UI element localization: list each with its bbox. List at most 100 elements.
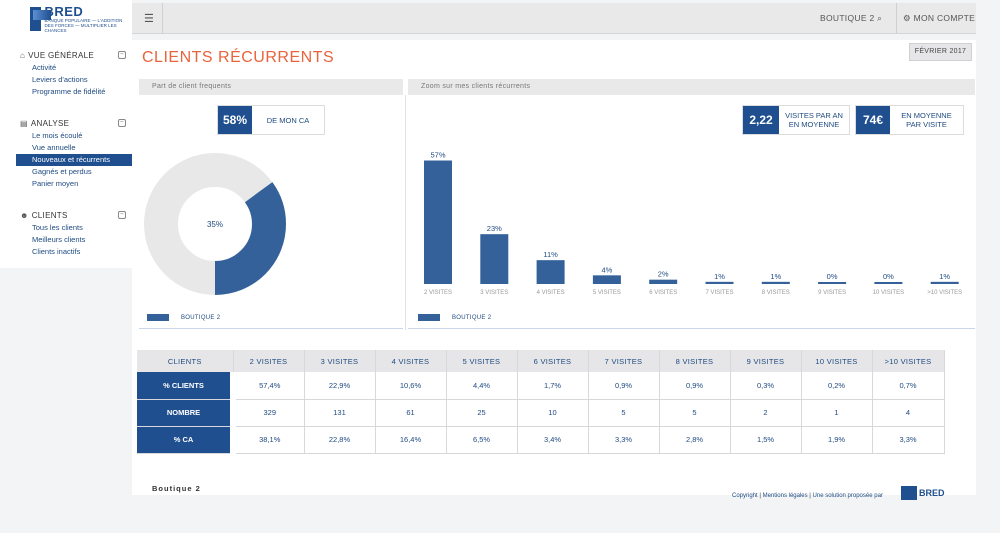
table-cell: 0,9% (659, 372, 731, 400)
menu-icon[interactable]: ☰ (144, 13, 154, 25)
avg-per-visit-value: 74€ (856, 106, 890, 134)
shop-selector[interactable]: BOUTIQUE 2 ⌕ (820, 13, 882, 24)
avg-per-visit-label: EN MOYENNE PAR VISITE (901, 111, 952, 129)
sidebar-item-annuelle[interactable]: Vue annuelle (32, 143, 76, 152)
table-row: % CLIENTS 57,4% 22,9% 10,6% 4,4% 1,7% 0,9% 0,9%… (137, 372, 945, 400)
nav-head-vue-generale[interactable]: ⌂ VUE GÉNÉRALE − (0, 48, 132, 62)
legal-link[interactable]: Mentions légales (762, 493, 808, 499)
bar-category-label: 9 VISITES (818, 290, 846, 296)
logo-mark-icon (901, 486, 917, 500)
table-cell: 38,1% (233, 426, 305, 454)
table-cell: 6,5% (446, 426, 518, 454)
legend-swatch (418, 314, 440, 321)
bar-3 (592, 275, 621, 284)
column-header: 5 VISITES (446, 350, 518, 372)
sidebar-item-nouveaux[interactable]: Nouveaux et récurrents (16, 154, 132, 166)
bar-0 (424, 160, 452, 284)
nav-section-vue-generale: ⌂ VUE GÉNÉRALE − Activité Leviers d'actio… (0, 48, 132, 98)
logo-name: BRED (44, 4, 84, 19)
nav-head-clients[interactable]: ☻ CLIENTS − (0, 208, 132, 222)
table-row: NOMBRE 329 131 61 25 10 5 5 2 1 4 (137, 399, 945, 427)
table-cell: 0,9% (588, 372, 660, 400)
row-header: NOMBRE (137, 399, 236, 427)
bar-value-label: 1% (770, 272, 781, 281)
column-header: 6 VISITES (517, 350, 589, 372)
nav-head-label: ANALYSE (30, 118, 70, 128)
sidebar-item-meilleurs[interactable]: Meilleurs clients (32, 235, 86, 244)
bar-value-label: 0% (827, 272, 838, 281)
nav-head-label: VUE GÉNÉRALE (28, 50, 94, 60)
collapse-icon[interactable]: − (118, 211, 126, 219)
ca-share-value: 58% (218, 106, 252, 134)
left-legend: BOUTIQUE 2 (147, 314, 220, 321)
frequent-clients-donut: 35% (144, 153, 286, 295)
bar-category-label: 6 VISITES (649, 290, 677, 296)
footer-brand: BRED (919, 488, 945, 498)
collapse-icon[interactable]: − (118, 51, 126, 59)
column-header: 3 VISITES (304, 350, 376, 372)
bar-value-label: 23% (487, 224, 502, 233)
table-cell: 5 (659, 399, 731, 427)
table-cell: 131 (304, 399, 376, 427)
visits-table: CLIENTS 2 VISITES 3 VISITES 4 VISITES 5 VISI… (137, 350, 945, 454)
sidebar-item-activite[interactable]: Activité (32, 63, 57, 72)
column-header: 4 VISITES (375, 350, 447, 372)
users-icon: ☻ (20, 210, 29, 220)
table-cell: 1,5% (730, 426, 802, 454)
bar-category-label: 7 VISITES (705, 290, 733, 296)
visits-per-year-value: 2,22 (743, 106, 779, 134)
nav-head-analyse[interactable]: ▤ ANALYSE − (0, 116, 132, 130)
sidebar-item-mois[interactable]: Le mois écoulé (32, 131, 83, 140)
ca-share-box: 58% DE MON CA (217, 105, 325, 135)
sidebar-item-fidelite[interactable]: Programme de fidélité (32, 87, 106, 96)
visits-per-year-box: 2,22 VISITES PAR AN EN MOYENNE (742, 105, 850, 135)
sidebar-item-tous[interactable]: Tous les clients (32, 223, 83, 232)
account-button[interactable]: ⚙ MON COMPTE (903, 13, 975, 24)
bar-category-label: 8 VISITES (762, 290, 790, 296)
page-title: CLIENTS RÉCURRENTS (142, 49, 335, 66)
bar-5 (705, 281, 734, 284)
table-cell: 1,7% (517, 372, 589, 400)
bar-value-label: 4% (601, 265, 612, 274)
sidebar-item-inactifs[interactable]: Clients inactifs (32, 247, 81, 256)
column-header: 7 VISITES (588, 350, 660, 372)
bar-category-label: 4 VISITES (537, 290, 565, 296)
chart-icon: ▤ (20, 118, 28, 128)
table-row: % CA 38,1% 22,8% 16,4% 6,5% 3,4% 3,3% 2,8% 1,5% 1… (137, 426, 945, 454)
sidebar-item-panier[interactable]: Panier moyen (32, 179, 79, 188)
table-cell: 3,3% (588, 426, 660, 454)
topbar: ☰ BOUTIQUE 2 ⌕ ⚙ MON COMPTE (132, 3, 976, 34)
bar-2 (536, 260, 565, 284)
table-cell: 61 (375, 399, 447, 427)
bar-value-label: 1% (939, 272, 950, 281)
legend-label: BOUTIQUE 2 (181, 314, 221, 321)
copyright-link[interactable]: Copyright (732, 493, 758, 499)
table-cell: 4,4% (446, 372, 518, 400)
nav-section-analyse: ▤ ANALYSE − Le mois écoulé Vue annuelle N… (0, 116, 132, 190)
bar-category-label: 10 VISITES (873, 290, 904, 296)
column-header: CLIENTS (137, 350, 234, 372)
date-selector[interactable]: FÉVRIER 2017 (909, 43, 972, 61)
table-cell: 3,3% (872, 426, 945, 454)
donut-center-label: 35% (207, 220, 223, 229)
footer-logo[interactable]: BRED (901, 486, 945, 500)
table-cell: 1 (801, 399, 873, 427)
right-panel-title: Zoom sur mes clients récurrents (408, 79, 975, 95)
nav-section-clients: ☻ CLIENTS − Tous les clients Meilleurs cl… (0, 208, 132, 258)
ca-share-label: DE MON CA (266, 115, 310, 125)
table-cell: 4 (872, 399, 945, 427)
recurrent-visits-bar-chart: 57% 2 VISITES 23% 3 VISITES 11% 4 VISITES 4% 5 … (424, 151, 962, 297)
search-icon: ⌕ (877, 13, 883, 23)
nav-head-label: CLIENTS (31, 210, 68, 220)
collapse-icon[interactable]: − (118, 119, 126, 127)
table-cell: 22,9% (304, 372, 376, 400)
table-header-row: CLIENTS 2 VISITES 3 VISITES 4 VISITES 5 VISI… (137, 350, 945, 372)
gear-icon: ⚙ (903, 13, 911, 23)
table-cell: 22,8% (304, 426, 376, 454)
home-icon: ⌂ (20, 50, 26, 60)
column-header: 9 VISITES (730, 350, 802, 372)
bred-logo[interactable]: BRED BANQUE POPULAIRE — L'ADDITION DES F… (30, 3, 128, 35)
sidebar-item-leviers[interactable]: Leviers d'actions (32, 75, 88, 84)
sidebar-item-gagnes[interactable]: Gagnés et perdus (32, 167, 92, 176)
logo-badge: +X (34, 2, 43, 9)
